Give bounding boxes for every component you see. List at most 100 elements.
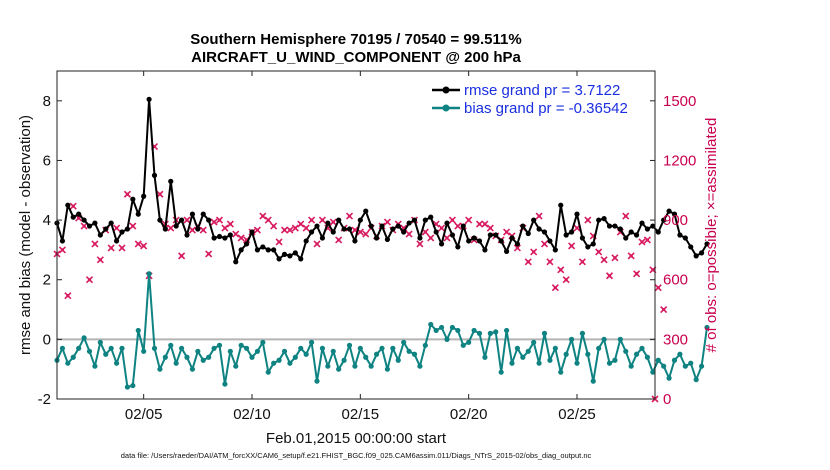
obs-marker-dot xyxy=(553,286,557,290)
bias-point xyxy=(336,366,342,372)
rmse-point xyxy=(623,235,629,241)
obs-count-marker xyxy=(345,212,354,220)
bias-point xyxy=(466,339,472,345)
rmse-point xyxy=(303,238,309,244)
obs-count-marker xyxy=(503,228,511,236)
x-tick-label: 02/20 xyxy=(450,406,488,423)
bias-point xyxy=(574,360,580,366)
bias-point xyxy=(406,348,412,354)
bias-point xyxy=(65,360,71,366)
obs-count-marker xyxy=(91,240,99,248)
rmse-point xyxy=(655,229,661,235)
bias-point xyxy=(379,345,385,351)
bias-point xyxy=(682,363,688,369)
rmse-point xyxy=(438,241,445,247)
bias-point xyxy=(585,351,591,357)
obs-count-marker xyxy=(578,258,586,266)
obs-marker-dot xyxy=(353,228,357,232)
bias-point xyxy=(303,351,309,357)
obs-count-marker xyxy=(405,230,413,238)
obs-marker-dot xyxy=(613,256,617,260)
obs-marker-dot xyxy=(261,214,265,218)
rmse-point xyxy=(471,235,477,241)
obs-marker-dot xyxy=(347,214,352,218)
rmse-point xyxy=(352,238,358,244)
obs-count-marker xyxy=(600,256,608,264)
obs-count-marker xyxy=(64,292,72,300)
legend-bias-marker xyxy=(442,104,450,112)
rmse-point xyxy=(568,229,575,235)
rmse-point xyxy=(531,217,537,223)
rmse-point xyxy=(585,244,591,250)
obs-marker-dot xyxy=(542,242,547,246)
legend: rmse grand pr = 3.7122 bias grand pr = -… xyxy=(432,82,628,117)
bias-point xyxy=(113,360,120,366)
rmse-point xyxy=(698,250,705,256)
obs-count-marker xyxy=(622,212,630,220)
bias-point xyxy=(401,339,407,345)
legend-bias-label: bias grand pr = -0.36542 xyxy=(464,100,628,117)
obs-marker-dot xyxy=(418,242,422,246)
obs-count-marker xyxy=(232,230,240,238)
bias-point xyxy=(487,330,493,336)
bias-point xyxy=(330,348,336,354)
bias-point xyxy=(422,342,428,348)
bias-point xyxy=(509,360,515,366)
obs-count-marker xyxy=(313,240,321,248)
y-tick-label: 4 xyxy=(43,212,51,229)
obs-marker-dot xyxy=(169,226,173,230)
obs-marker-dot xyxy=(488,226,492,230)
rmse-point xyxy=(498,238,504,244)
bias-point xyxy=(671,357,678,363)
bias-point xyxy=(438,324,445,331)
obs-marker-dot xyxy=(559,268,563,272)
bias-point xyxy=(677,351,683,357)
obs-count-marker xyxy=(633,270,641,278)
rmse-point xyxy=(151,172,158,178)
obs-count-marker xyxy=(297,220,305,228)
obs-count-marker xyxy=(129,222,137,230)
bias-point xyxy=(157,366,163,372)
obs-marker-dot xyxy=(120,246,124,250)
rmse-point xyxy=(265,247,271,253)
rmse-point xyxy=(184,232,190,238)
rmse-point xyxy=(206,217,212,223)
rmse-point xyxy=(644,226,651,232)
rmse-point xyxy=(384,236,391,243)
y2-tick-label: 900 xyxy=(663,212,688,229)
bias-point xyxy=(579,330,586,336)
rmse-point xyxy=(574,211,580,217)
rmse-point xyxy=(368,223,374,229)
obs-marker-dot xyxy=(66,294,70,298)
obs-count-marker xyxy=(654,284,662,292)
obs-count-marker xyxy=(199,226,207,234)
bias-point xyxy=(357,345,363,351)
y2-tick-label: 300 xyxy=(663,331,688,348)
rmse-point xyxy=(195,226,201,232)
obs-marker-dot xyxy=(483,222,487,226)
rmse-point xyxy=(487,232,493,238)
bias-point xyxy=(623,348,629,354)
obs-count-marker xyxy=(383,218,391,226)
x-tick-label: 02/05 xyxy=(125,406,163,423)
obs-marker-dot xyxy=(315,242,319,246)
bias-point xyxy=(162,354,168,360)
rmse-point xyxy=(200,211,206,217)
rmse-point xyxy=(688,244,694,250)
rmse-point xyxy=(444,220,450,226)
obs-marker-dot xyxy=(456,224,460,228)
obs-marker-dot xyxy=(407,232,411,236)
obs-marker-dot xyxy=(423,230,427,234)
obs-count-marker xyxy=(465,216,473,224)
obs-marker-dot xyxy=(223,226,227,230)
obs-marker-dot xyxy=(331,220,335,224)
obs-count-marker xyxy=(253,226,261,234)
obs-marker-dot xyxy=(532,250,536,254)
plot-frame xyxy=(56,70,656,400)
rmse-point xyxy=(661,217,667,223)
bias-point xyxy=(298,345,304,351)
x-axis-label: Feb.01,2015 00:00:00 start xyxy=(266,430,447,447)
obs-count-marker xyxy=(302,224,310,232)
y-tick-label: -2 xyxy=(38,391,51,408)
